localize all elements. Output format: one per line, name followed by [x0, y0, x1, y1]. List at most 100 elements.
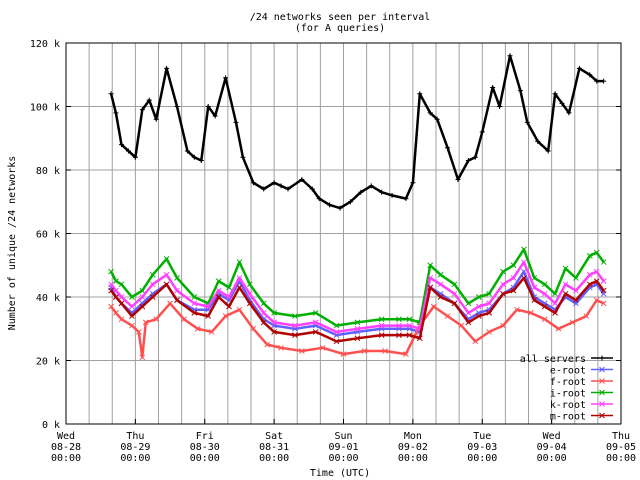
data-point-f-root [222, 313, 229, 319]
data-point-i-root [226, 284, 232, 291]
data-point-f-root [444, 313, 451, 319]
data-point-f-root [208, 329, 215, 335]
data-point-m-root [475, 313, 482, 319]
data-point-k-root [118, 294, 125, 300]
data-point-k-root [378, 322, 385, 329]
data-point-all-servers [278, 183, 284, 189]
x-tick-label: 09-01 [328, 442, 358, 453]
data-point-i-root [465, 300, 472, 307]
data-point-i-root [118, 281, 125, 288]
data-point-m-root [437, 294, 444, 300]
data-point-m-root [531, 297, 538, 304]
data-point-k-root [475, 303, 482, 310]
data-point-i-root [191, 294, 198, 300]
data-point-k-root [271, 319, 277, 326]
data-point-m-root [562, 290, 569, 297]
data-point-i-root [354, 319, 361, 326]
data-point-i-root [500, 268, 506, 275]
x-tick-label: Thu [126, 431, 144, 442]
data-point-m-root [129, 313, 135, 319]
data-point-all-servers [212, 113, 218, 119]
data-point-i-root [486, 290, 493, 297]
data-point-k-root [396, 322, 402, 329]
data-point-f-root [382, 348, 388, 354]
legend-marker-k-root [599, 401, 605, 407]
data-point-k-root [205, 303, 212, 310]
data-point-all-servers [146, 97, 152, 103]
x-tick-label: 00:00 [606, 453, 636, 464]
data-point-k-root [521, 259, 527, 265]
legend-marker-e-root [599, 366, 605, 373]
data-point-k-root [593, 268, 600, 275]
data-point-k-root [531, 284, 538, 291]
data-point-k-root [437, 281, 444, 288]
data-point-all-servers [358, 189, 364, 195]
data-point-k-root [486, 300, 493, 307]
data-point-i-root [149, 271, 156, 278]
data-point-all-servers [601, 78, 607, 84]
data-point-all-servers [174, 104, 180, 109]
series-all-servers [108, 53, 607, 211]
data-point-m-root [226, 303, 232, 310]
data-point-all-servers [455, 177, 461, 183]
data-point-f-root [527, 310, 534, 316]
x-tick-label: Mon [404, 431, 422, 442]
data-point-k-root [552, 300, 558, 307]
data-point-all-servers [261, 186, 267, 192]
data-point-k-root [600, 278, 607, 284]
data-point-all-servers [403, 196, 409, 202]
data-point-all-servers [524, 119, 530, 125]
data-point-i-root [108, 268, 114, 275]
data-point-m-root [486, 310, 493, 316]
data-point-i-root [139, 287, 146, 294]
data-point-i-root [236, 259, 243, 265]
data-point-m-root [163, 281, 170, 288]
legend-marker-i-root [599, 389, 605, 396]
data-point-k-root [333, 329, 340, 335]
data-point-f-root [500, 322, 506, 329]
y-tick-label: 120 k [30, 39, 60, 50]
x-tick-label: 00:00 [398, 453, 428, 464]
data-point-i-root [562, 265, 569, 272]
y-tick-label: 0 k [42, 420, 60, 431]
data-point-all-servers [119, 142, 124, 148]
data-point-i-root [451, 281, 458, 288]
data-point-all-servers [472, 154, 478, 160]
legend-label-m-root: m-root [550, 412, 586, 423]
x-tick-label: 00:00 [537, 453, 567, 464]
data-point-f-root [139, 354, 146, 361]
data-point-all-servers [517, 88, 523, 94]
data-point-all-servers [250, 180, 256, 186]
data-point-m-root [573, 297, 579, 304]
data-point-f-root [108, 303, 114, 310]
data-point-i-root [531, 275, 538, 281]
data-point-m-root [521, 275, 527, 281]
data-point-i-root [129, 294, 135, 300]
data-point-all-servers [465, 157, 471, 163]
data-point-all-servers [552, 91, 558, 97]
data-point-f-root [458, 322, 465, 329]
data-point-k-root [427, 275, 434, 281]
data-point-m-root [108, 287, 114, 294]
data-point-i-root [113, 278, 119, 284]
plot-border [65, 42, 622, 425]
data-point-k-root [108, 281, 114, 288]
data-point-f-root [430, 303, 437, 310]
data-point-k-root [292, 322, 298, 329]
chart-title: /24 networks seen per interval [250, 12, 431, 23]
data-point-f-root [472, 338, 479, 345]
data-point-f-root [486, 329, 493, 335]
data-point-m-root [312, 329, 319, 335]
data-point-all-servers [576, 65, 582, 71]
data-point-m-root [600, 287, 607, 294]
x-tick-label: Sat [265, 431, 283, 442]
data-point-k-root [226, 294, 232, 300]
legend: all serverse-rootf-rooti-rootk-rootm-roo… [520, 354, 613, 423]
data-point-m-root [427, 284, 434, 291]
legend-label-f-root: f-root [550, 377, 586, 388]
data-point-i-root [600, 259, 607, 265]
x-tick-label: 00:00 [51, 453, 81, 464]
data-point-m-root [205, 313, 212, 319]
data-point-f-root [403, 351, 409, 358]
data-point-k-root [246, 290, 253, 297]
